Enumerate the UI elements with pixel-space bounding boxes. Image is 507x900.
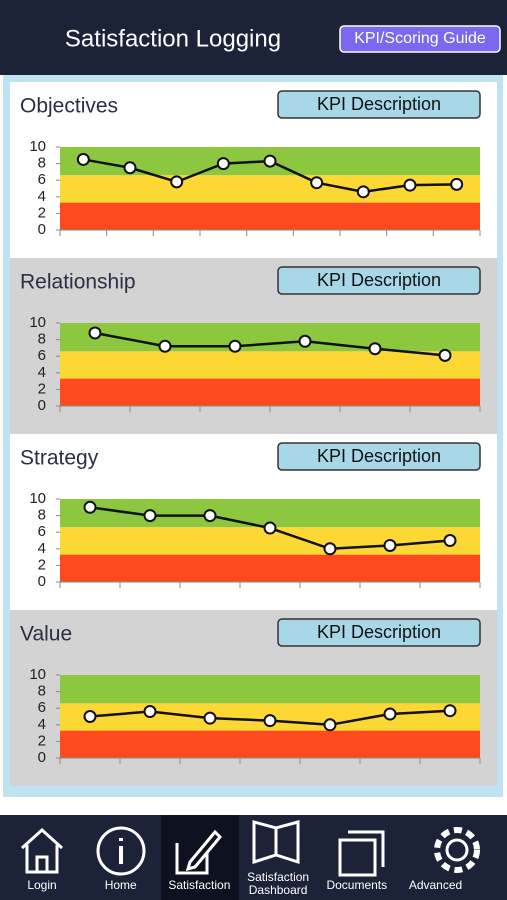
kpi-button-label[interactable]: KPI Description	[317, 94, 441, 114]
score-point	[83, 710, 97, 723]
y-tick-label: 2	[38, 732, 46, 749]
y-tick-label: 10	[29, 314, 46, 331]
score-band	[60, 351, 480, 379]
y-tick-label: 2	[38, 556, 46, 573]
y-tick-label: 8	[38, 331, 46, 348]
y-tick-label: 10	[29, 666, 46, 683]
y-tick-label: 0	[38, 749, 46, 766]
book-icon	[252, 820, 300, 865]
y-tick-label: 2	[38, 380, 46, 397]
score-point	[323, 542, 337, 556]
score-point	[203, 711, 217, 725]
score-band	[60, 323, 480, 352]
panel-title: Objectives	[20, 95, 118, 118]
panel-title: Relationship	[20, 271, 136, 294]
score-band	[60, 378, 480, 406]
edit-icon	[175, 829, 223, 875]
panel-title: Strategy	[20, 447, 99, 470]
score-point	[143, 509, 157, 523]
score-point	[263, 714, 277, 728]
score-point	[76, 152, 90, 166]
score-point	[450, 177, 464, 191]
score-point	[170, 175, 184, 189]
documents-icon	[338, 830, 385, 877]
nav-label[interactable]: Satisfaction	[168, 878, 230, 892]
header-title: Satisfaction Logging	[65, 25, 281, 52]
score-point	[368, 342, 382, 356]
y-tick-label: 0	[38, 221, 46, 238]
y-tick-label: 4	[38, 188, 46, 205]
score-band	[60, 175, 480, 203]
score-band	[60, 202, 480, 230]
score-band	[60, 675, 480, 704]
nav-label[interactable]: Documents	[326, 878, 387, 892]
y-tick-label: 4	[38, 364, 46, 381]
nav-label[interactable]: Home	[105, 878, 137, 892]
gear-teeth	[434, 827, 480, 873]
score-point	[383, 707, 397, 721]
y-tick-label: 2	[38, 204, 46, 221]
y-tick-label: 4	[38, 540, 46, 557]
kpi-button[interactable]	[277, 618, 481, 647]
gear-center	[445, 838, 469, 862]
nav-icons	[20, 820, 480, 877]
home-icon	[20, 827, 64, 874]
score-point	[263, 521, 277, 535]
y-tick-label: 0	[38, 397, 46, 414]
y-tick-label: 6	[38, 347, 46, 364]
nav-label[interactable]: Satisfaction Dashboard	[247, 870, 309, 897]
score-point	[310, 176, 324, 190]
y-tick-label: 6	[38, 523, 46, 540]
kpi-button-label[interactable]: KPI Description	[317, 270, 441, 290]
kpi-button-label[interactable]: KPI Description	[317, 622, 441, 642]
score-point	[158, 339, 172, 353]
score-point	[443, 534, 457, 547]
score-point	[443, 704, 457, 718]
y-tick-label: 4	[38, 716, 46, 733]
score-point	[216, 157, 230, 171]
info-icon	[96, 826, 146, 876]
score-point	[88, 326, 102, 340]
score-line	[94, 331, 446, 357]
kpi-button[interactable]	[277, 266, 481, 295]
nav-active	[161, 815, 239, 900]
nav-label[interactable]: Login	[27, 878, 56, 892]
score-point	[403, 178, 417, 192]
panel-title: Value	[20, 623, 72, 646]
score-point	[438, 348, 452, 362]
y-tick-label: 8	[38, 155, 46, 172]
y-tick-label: 6	[38, 171, 46, 188]
kpi-button-label[interactable]: KPI Description	[317, 446, 441, 466]
score-point	[83, 500, 97, 514]
y-tick-label: 6	[38, 699, 46, 716]
score-point	[323, 718, 337, 732]
guide-button-label[interactable]: KPI/Scoring Guide	[354, 30, 486, 47]
score-point	[263, 154, 277, 168]
score-band	[60, 730, 480, 758]
y-tick-label: 10	[29, 490, 46, 507]
y-tick-label: 0	[38, 573, 46, 590]
score-point	[143, 705, 157, 719]
score-band	[60, 554, 480, 582]
y-tick-label: 10	[29, 138, 46, 155]
nav-label[interactable]: Advanced	[409, 878, 462, 892]
score-point	[228, 339, 242, 353]
kpi-button[interactable]	[277, 442, 481, 471]
score-point	[356, 185, 370, 199]
y-tick-label: 8	[38, 683, 46, 700]
guide-button[interactable]	[339, 25, 501, 53]
score-point	[203, 509, 217, 523]
kpi-button[interactable]	[277, 90, 481, 119]
score-point	[383, 538, 397, 552]
y-tick-label: 8	[38, 507, 46, 524]
score-point	[123, 161, 137, 175]
score-point	[298, 334, 312, 348]
